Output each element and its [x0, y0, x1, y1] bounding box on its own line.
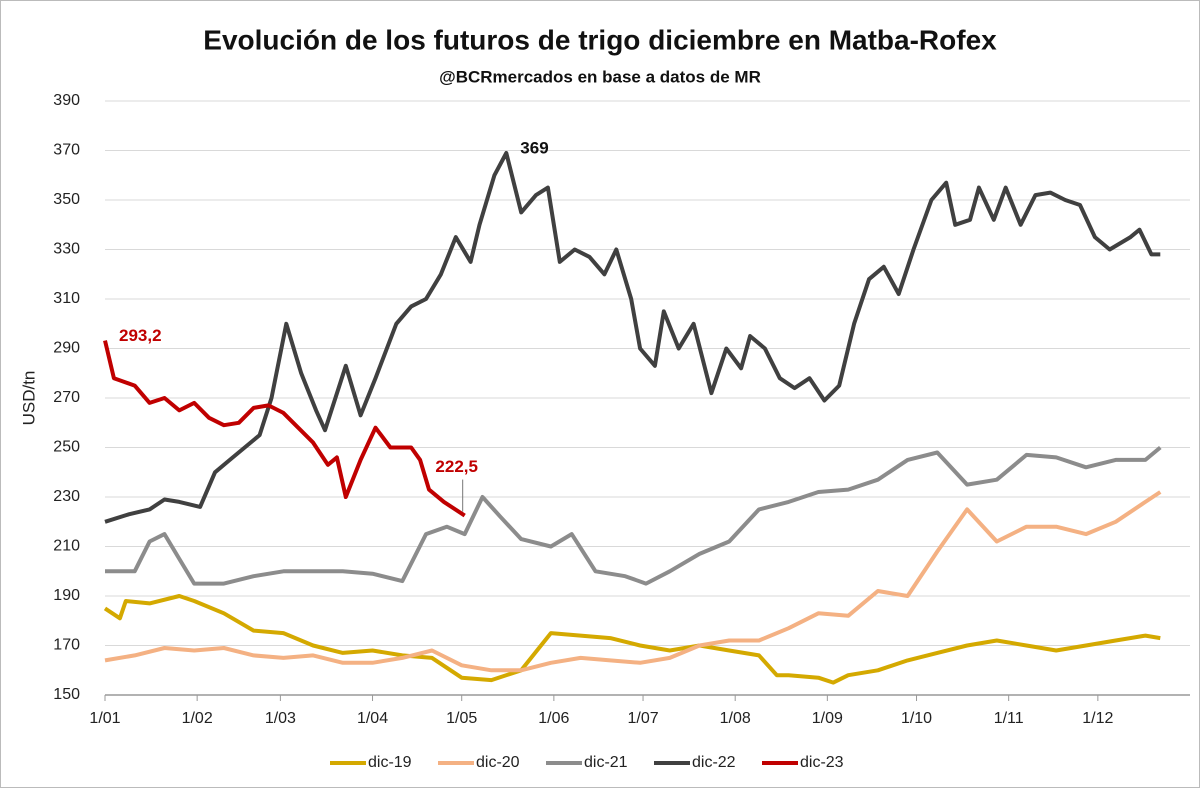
y-tick-label: 290 — [53, 340, 80, 357]
x-tick-label: 1/11 — [994, 710, 1024, 727]
data-label: 293,2 — [119, 326, 162, 345]
y-tick-label: 310 — [53, 290, 80, 307]
y-tick-label: 350 — [53, 191, 80, 208]
x-tick-label: 1/06 — [538, 710, 569, 727]
data-label: 222,5 — [435, 457, 478, 476]
series-line — [105, 445, 1162, 586]
y-tick-label: 150 — [53, 686, 80, 703]
x-tick-label: 1/09 — [812, 710, 843, 727]
legend-label: dic-20 — [476, 754, 520, 771]
y-tick-label: 330 — [53, 241, 80, 258]
y-tick-label: 390 — [53, 92, 80, 109]
series-line — [104, 490, 1162, 673]
x-tick-label: 1/08 — [720, 710, 751, 727]
legend-label: dic-23 — [800, 754, 844, 771]
series-line — [103, 594, 1161, 685]
y-tick-label: 190 — [53, 587, 80, 604]
x-tick-label: 1/07 — [627, 710, 658, 727]
y-axis-label: USD/tn — [19, 371, 38, 426]
legend-label: dic-22 — [692, 754, 736, 771]
y-tick-label: 270 — [53, 389, 80, 406]
x-tick-label: 1/04 — [357, 710, 388, 727]
y-tick-label: 370 — [53, 142, 80, 159]
x-tick-label: 1/10 — [901, 710, 932, 727]
y-tick-label: 250 — [53, 439, 80, 456]
series-line — [103, 340, 466, 518]
series-line — [104, 151, 1161, 524]
y-tick-label: 230 — [53, 488, 80, 505]
y-tick-label: 210 — [53, 538, 80, 555]
legend-label: dic-19 — [368, 754, 412, 771]
x-tick-label: 1/12 — [1082, 710, 1113, 727]
data-label: 369 — [520, 138, 548, 157]
legend-label: dic-21 — [584, 754, 628, 771]
x-tick-label: 1/01 — [89, 710, 120, 727]
x-tick-label: 1/03 — [265, 710, 296, 727]
x-tick-label: 1/05 — [446, 710, 477, 727]
y-tick-label: 170 — [53, 637, 80, 654]
chart-subtitle: @BCRmercados en base a datos de MR — [439, 67, 761, 86]
x-tick-label: 1/02 — [182, 710, 213, 727]
chart-title: Evolución de los futuros de trigo diciem… — [203, 24, 997, 55]
